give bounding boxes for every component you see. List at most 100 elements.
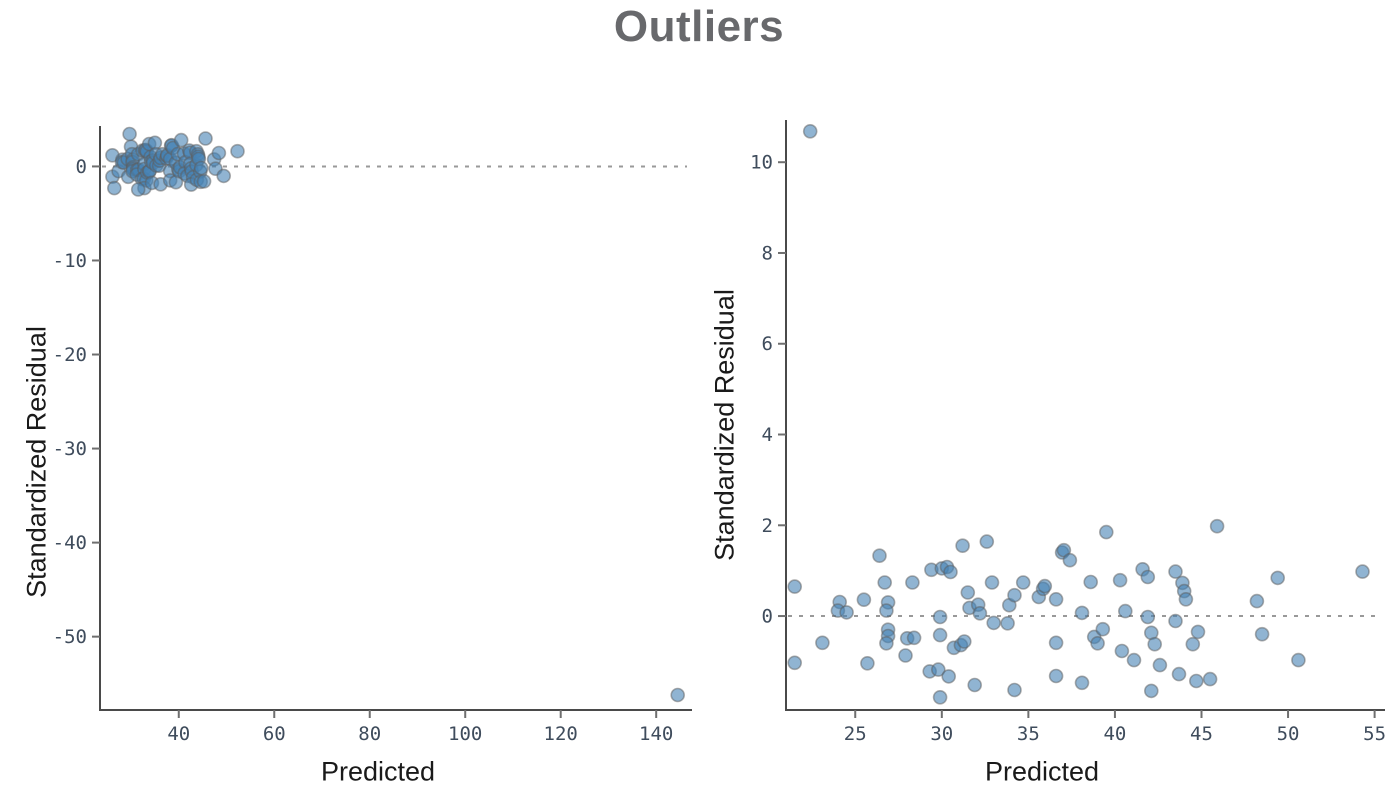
data-point [107, 180, 122, 196]
y-tick-label: 0 [76, 156, 87, 178]
x-tick-label: 140 [639, 723, 673, 745]
data-point [879, 603, 894, 618]
data-point [905, 575, 920, 590]
data-point [1140, 609, 1156, 625]
y-axis-title-left: Standardized Residual [21, 326, 52, 598]
data-point [1015, 575, 1031, 590]
figure-title: Outliers [613, 2, 785, 51]
data-point [1140, 569, 1156, 585]
data-point [986, 615, 1002, 631]
y-tick-label: 2 [762, 515, 773, 537]
data-point [1249, 593, 1265, 609]
axis-spines [785, 120, 1385, 711]
data-point [1185, 636, 1201, 652]
data-point [956, 634, 972, 649]
data-point [815, 635, 830, 651]
data-point [932, 689, 948, 705]
data-point [196, 174, 212, 189]
y-tick-label: -40 [53, 532, 87, 554]
data-point [130, 182, 146, 197]
data-point [1291, 652, 1306, 668]
data-point [1190, 624, 1206, 640]
data-point [839, 605, 854, 620]
data-point [1037, 578, 1053, 594]
x-tick-label: 40 [167, 723, 190, 745]
data-point [1168, 613, 1183, 629]
data-point [856, 592, 872, 608]
data-point [1095, 621, 1111, 637]
y-tick-label: 6 [762, 333, 773, 355]
y-tick-label: 0 [762, 606, 773, 628]
data-point [787, 579, 803, 594]
y-axis-title-right: Standardized Residual [709, 289, 740, 561]
data-point [930, 662, 946, 677]
data-point [1178, 591, 1194, 607]
data-point [802, 124, 818, 139]
y-tick-label: -20 [53, 344, 87, 366]
data-point [960, 585, 976, 600]
data-point [932, 609, 948, 625]
data-point [860, 655, 875, 671]
data-point [879, 635, 894, 651]
data-point [1048, 635, 1064, 651]
data-point [1209, 518, 1225, 534]
data-point [1114, 643, 1130, 659]
data-point [1048, 668, 1064, 684]
data-point [932, 627, 948, 643]
y-tick-label: 4 [762, 424, 773, 446]
data-point [1074, 605, 1090, 621]
data-point [872, 548, 887, 564]
data-point [1007, 682, 1022, 698]
data-point [941, 669, 957, 684]
data-point [1147, 636, 1162, 652]
data-point [787, 655, 803, 671]
data-point [1152, 657, 1168, 673]
data-point [193, 160, 209, 176]
data-point [1083, 574, 1098, 590]
x-tick-label: 120 [544, 723, 578, 745]
data-point [1254, 626, 1270, 642]
data-point [955, 538, 970, 554]
data-point [1048, 591, 1064, 607]
data-point [1090, 635, 1105, 651]
data-point [877, 575, 893, 590]
data-point [1118, 603, 1133, 619]
data-point [122, 126, 137, 142]
y-tick-label: -10 [53, 250, 87, 272]
x-tick-label: 40 [1103, 723, 1126, 745]
data-point [230, 143, 245, 159]
x-tick-label: 80 [358, 723, 381, 745]
data-point [943, 564, 958, 580]
x-tick-label: 100 [448, 723, 482, 745]
data-point [1062, 552, 1078, 568]
y-tick-label: -30 [53, 438, 87, 460]
data-point [967, 677, 983, 693]
data-point [1074, 675, 1090, 691]
axis-spines [99, 126, 692, 711]
data-point [1112, 572, 1128, 588]
data-point [211, 145, 227, 161]
data-point [898, 648, 913, 663]
x-axis-title-left: Predicted [320, 756, 436, 787]
x-tick-label: 45 [1190, 723, 1213, 745]
x-tick-label: 55 [1363, 723, 1386, 745]
data-point [979, 534, 995, 549]
x-tick-label: 50 [1277, 723, 1300, 745]
data-point [1168, 564, 1183, 579]
x-tick-label: 30 [930, 723, 953, 745]
data-point [1202, 671, 1218, 687]
data-point [1144, 683, 1159, 699]
data-point [670, 687, 686, 703]
data-point [1171, 666, 1187, 682]
data-point [1000, 615, 1015, 631]
x-tick-label: 35 [1017, 723, 1040, 745]
x-tick-label: 60 [263, 723, 286, 745]
data-point [1355, 564, 1370, 579]
y-tick-label: 8 [762, 242, 773, 264]
data-point [1270, 570, 1285, 586]
data-point [1189, 673, 1204, 689]
x-tick-label: 25 [844, 723, 867, 745]
x-axis-title-right: Predicted [984, 756, 1100, 787]
